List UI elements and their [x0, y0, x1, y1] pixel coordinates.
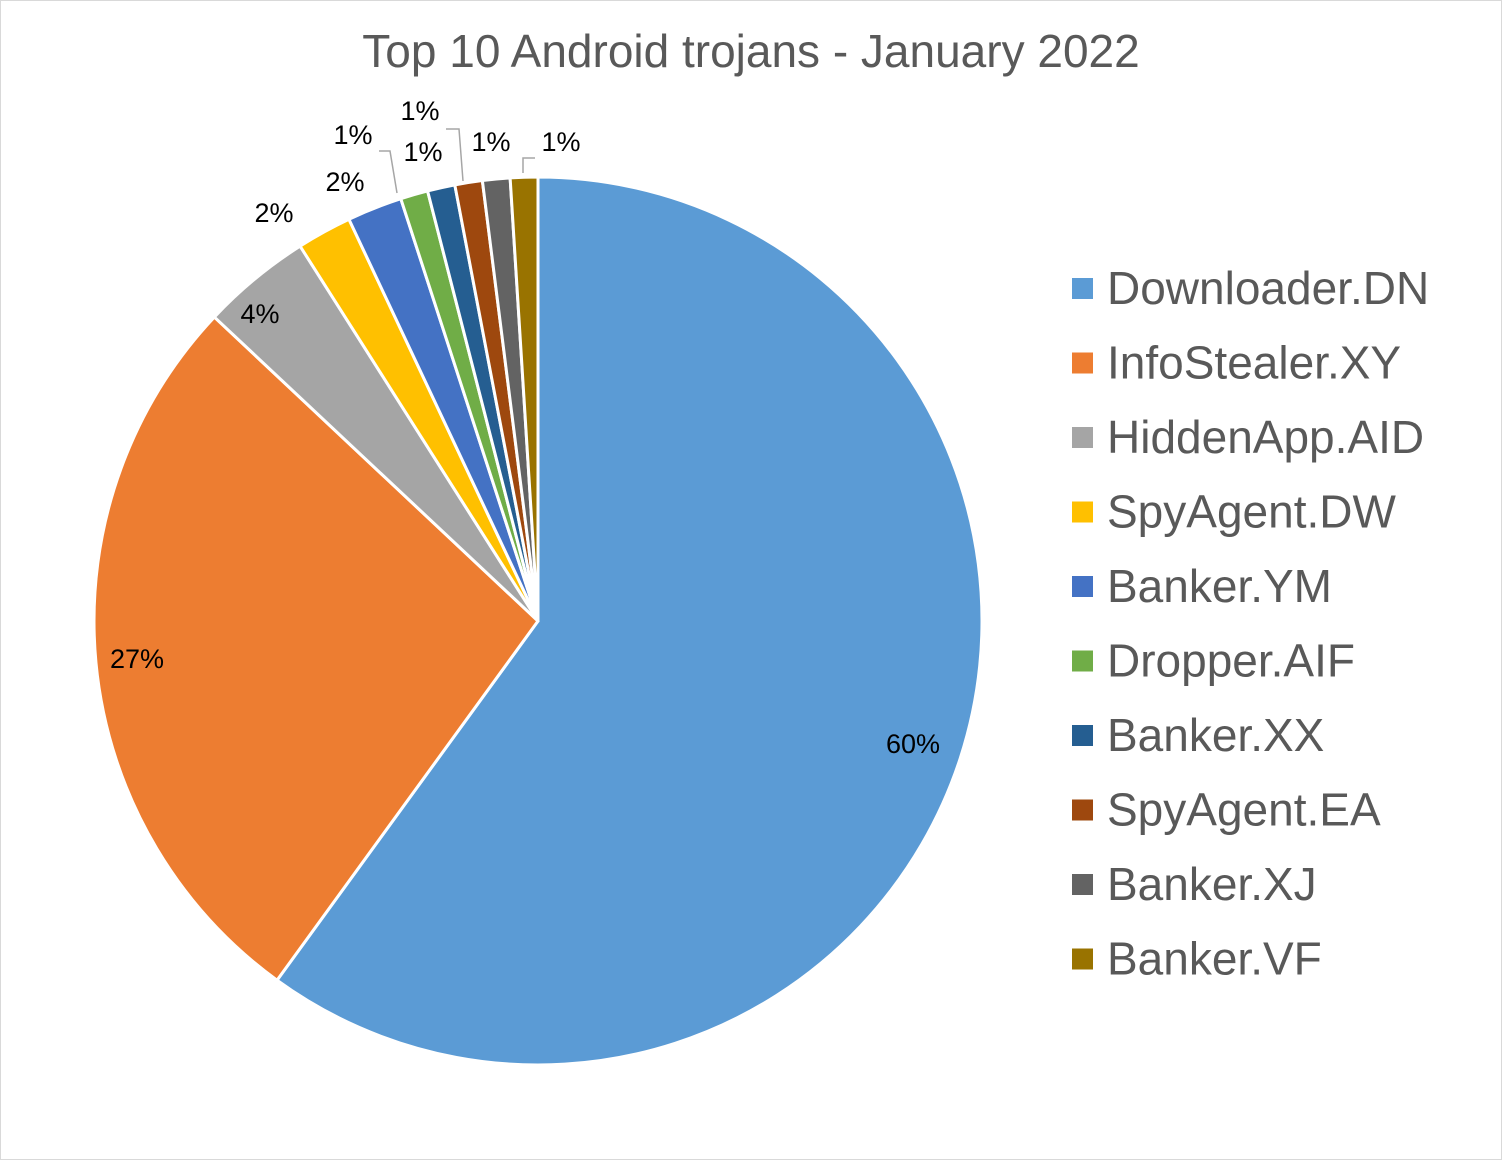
legend-item-spyagent-dw: SpyAgent.DW: [1072, 486, 1396, 538]
legend-item-downloader-dn: Downloader.DN: [1072, 262, 1429, 314]
legend-label: InfoStealer.XY: [1107, 337, 1401, 389]
legend-swatch: [1072, 501, 1093, 523]
legend-label: SpyAgent.EA: [1107, 784, 1381, 836]
legend-item-spyagent-ea: SpyAgent.EA: [1072, 784, 1381, 836]
leader-line-banker-vf: [522, 157, 535, 173]
legend-label: Banker.XX: [1107, 709, 1324, 761]
legend-item-dropper-aif: Dropper.AIF: [1072, 635, 1355, 687]
legend-swatch: [1072, 352, 1093, 374]
legend-item-banker-xx: Banker.XX: [1072, 709, 1324, 761]
legend-item-banker-xj: Banker.XJ: [1072, 858, 1317, 910]
legend-item-banker-vf: Banker.VF: [1072, 933, 1322, 985]
legend-label: Banker.VF: [1107, 933, 1322, 985]
leader-lines: [379, 128, 535, 194]
chart-title: Top 10 Android trojans - January 2022: [362, 25, 1139, 77]
pie-slice-infostealer-xy: [92, 315, 540, 982]
data-label-banker-vf: 1%: [541, 127, 580, 157]
legend-swatch: [1072, 725, 1093, 746]
legend-label: SpyAgent.DW: [1107, 486, 1396, 538]
data-label-downloader-dn: 60%: [886, 729, 940, 759]
legend-label: Dropper.AIF: [1107, 635, 1355, 687]
data-label-banker-xx: 1%: [403, 137, 442, 167]
data-label-spyagent-ea: 1%: [400, 96, 439, 126]
legend-swatch: [1072, 948, 1093, 970]
pie-slices: [92, 175, 984, 1067]
legend-label: Banker.XJ: [1107, 858, 1317, 910]
legend-swatch: [1072, 576, 1093, 597]
legend-swatch: [1072, 427, 1093, 448]
leader-line-dropper-aif: [379, 150, 398, 194]
legend-label: Downloader.DN: [1107, 262, 1429, 314]
legend-item-infostealer-xy: InfoStealer.XY: [1072, 337, 1401, 389]
data-label-infostealer-xy: 27%: [110, 644, 164, 674]
data-label-spyagent-dw: 2%: [254, 198, 293, 228]
data-labels: 60% 27% 4% 2% 2% 1% 1% 1% 1% 1%: [110, 96, 940, 759]
pie-slice-downloader-dn: [275, 175, 984, 1067]
legend-swatch: [1072, 278, 1093, 299]
pie-slice-banker-vf: [508, 175, 540, 623]
data-label-banker-ym: 2%: [325, 167, 364, 197]
legend-item-hiddenapp-aid: HiddenApp.AID: [1072, 411, 1424, 463]
data-label-banker-xj: 1%: [471, 127, 510, 157]
data-label-hiddenapp-aid: 4%: [240, 299, 279, 329]
legend-label: HiddenApp.AID: [1107, 411, 1424, 463]
legend-item-banker-ym: Banker.YM: [1072, 560, 1332, 612]
leader-line-spyagent-ea: [446, 128, 464, 182]
legend-label: Banker.YM: [1107, 560, 1332, 612]
data-label-dropper-aif: 1%: [333, 120, 372, 150]
legend-swatch: [1072, 650, 1093, 672]
legend-swatch: [1072, 799, 1093, 821]
legend: Downloader.DN InfoStealer.XY HiddenApp.AID…: [1072, 262, 1429, 985]
legend-swatch: [1072, 874, 1093, 895]
